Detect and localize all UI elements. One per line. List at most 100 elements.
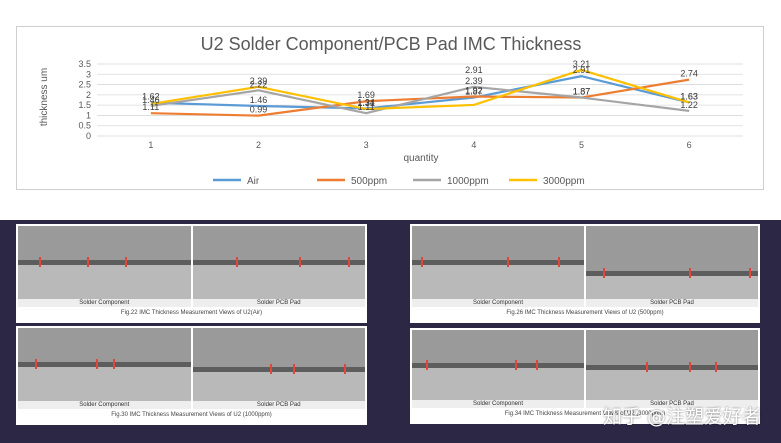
solder-component-micrograph: Solder Component xyxy=(412,226,584,307)
imc-layer xyxy=(192,260,365,266)
y-tick-label: 0 xyxy=(86,131,91,141)
measurement-marker xyxy=(299,257,302,268)
imc-layer xyxy=(192,366,365,372)
solder-component-caption: Solder Component xyxy=(412,400,584,408)
solder-component-micrograph: Solder Component xyxy=(18,226,191,307)
micrograph-top-region xyxy=(412,226,584,263)
solder-pcb-pad-caption: Solder PCB Pad xyxy=(586,400,758,408)
figure-caption: Fig.30 IMC Thickness Measurement Views o… xyxy=(111,412,272,418)
micrograph-section: Solder Component Solder PCB Pad Fig.22 IMC… xyxy=(0,220,781,443)
imc-layer xyxy=(412,260,584,266)
micrograph-panel: Solder Component Solder PCB Pad Fig.22 IMC… xyxy=(16,224,367,323)
measurement-marker xyxy=(506,257,509,268)
solder-pcb-pad-micrograph: Solder PCB Pad xyxy=(586,226,758,307)
x-tick-label: 4 xyxy=(471,140,476,150)
solder-component-caption: Solder Component xyxy=(18,401,191,409)
solder-pcb-pad-caption: Solder PCB Pad xyxy=(192,401,365,409)
measurement-marker xyxy=(235,257,238,268)
figure-caption: Fig.26 IMC Thickness Measurement Views o… xyxy=(506,310,664,316)
measurement-marker xyxy=(749,267,752,278)
measurement-marker xyxy=(420,257,423,268)
data-label: 2.39 xyxy=(250,76,268,86)
data-label: 3.21 xyxy=(573,59,591,69)
data-label: 1.46 xyxy=(142,95,160,105)
measurement-marker xyxy=(344,363,347,374)
measurement-marker xyxy=(112,359,115,370)
data-label: 1.34 xyxy=(357,97,375,107)
data-label: 2.39 xyxy=(465,76,483,86)
legend-label: 1000ppm xyxy=(447,176,489,187)
solder-pcb-pad-caption: Solder PCB Pad xyxy=(192,299,365,307)
micrograph-panel: Solder Component Solder PCB Pad Fig.34 IMC… xyxy=(410,328,760,424)
solder-component-caption: Solder Component xyxy=(412,299,584,307)
solder-pcb-pad-caption: Solder PCB Pad xyxy=(586,299,758,307)
y-tick-label: 3.5 xyxy=(78,59,91,69)
data-label: 2.22 xyxy=(250,79,268,89)
data-label: 1.46 xyxy=(250,95,268,105)
y-tick-label: 0.5 xyxy=(78,121,91,131)
micrograph-top-region xyxy=(412,330,584,366)
measurement-marker xyxy=(270,363,273,374)
measurement-marker xyxy=(515,360,518,371)
solder-component-micrograph: Solder Component xyxy=(412,330,584,408)
data-label: 1.87 xyxy=(465,87,483,97)
data-label: 1.11 xyxy=(142,102,159,112)
measurement-marker xyxy=(425,360,428,371)
y-axis-title: thickness um xyxy=(39,68,50,126)
data-label: 1.62 xyxy=(142,92,160,102)
y-tick-label: 1.5 xyxy=(78,100,91,110)
data-label: 1.87 xyxy=(573,87,591,97)
y-tick-label: 3 xyxy=(86,69,91,79)
micrograph-top-region xyxy=(18,226,191,263)
data-label: 2.91 xyxy=(573,65,591,75)
solder-component-micrograph: Solder Component xyxy=(18,328,191,409)
measurement-marker xyxy=(603,267,606,278)
series-line-air xyxy=(150,75,690,110)
data-label: 2.91 xyxy=(465,65,483,75)
micrograph-panel: Solder Component Solder PCB Pad Fig.30 IMC… xyxy=(16,326,367,425)
x-tick-label: 2 xyxy=(256,140,261,150)
y-tick-label: 1 xyxy=(86,110,91,120)
figure-caption: Fig.34 IMC Thickness Measurement Views o… xyxy=(504,411,666,417)
micrograph-top-region xyxy=(18,328,191,365)
watermark: 知乎 @注塑爱好者 xyxy=(602,406,761,428)
y-tick-label: 2.5 xyxy=(78,80,91,90)
y-tick-label: 2 xyxy=(86,90,91,100)
data-label: 0.99 xyxy=(250,105,268,115)
imc-layer xyxy=(18,260,191,266)
figure-caption: Fig.22 IMC Thickness Measurement Views o… xyxy=(120,310,263,316)
x-tick-label: 5 xyxy=(579,140,584,150)
measurement-marker xyxy=(124,257,127,268)
solder-pcb-pad-micrograph: Solder PCB Pad xyxy=(586,330,758,408)
x-tick-label: 1 xyxy=(148,140,153,150)
series-line-500ppm xyxy=(150,78,690,117)
measurement-marker xyxy=(292,363,295,374)
data-label: 2.74 xyxy=(680,69,698,79)
legend-label: 3000ppm xyxy=(543,176,585,187)
solder-component-caption: Solder Component xyxy=(18,299,191,307)
micrograph-panel: Solder Component Solder PCB Pad Fig.26 IMC… xyxy=(410,224,760,323)
series-line-1000ppm xyxy=(150,85,690,115)
data-label: 1.11 xyxy=(358,102,375,112)
measurement-marker xyxy=(715,362,717,373)
x-axis-title: quantity xyxy=(403,153,438,164)
micrograph-top-region xyxy=(586,330,758,368)
x-tick-label: 3 xyxy=(364,140,369,150)
measurement-marker xyxy=(35,359,38,370)
measurement-marker xyxy=(689,362,692,373)
measurement-marker xyxy=(558,257,561,268)
measurement-marker xyxy=(87,257,89,268)
micrograph-top-region xyxy=(192,328,365,369)
micrograph-top-region xyxy=(192,226,365,263)
imc-layer xyxy=(18,362,191,368)
chart-title: U2 Solder Component/PCB Pad IMC Thicknes… xyxy=(201,34,582,54)
measurement-marker xyxy=(95,359,98,370)
legend-label: Air xyxy=(247,176,260,187)
x-tick-label: 6 xyxy=(687,140,692,150)
measurement-marker xyxy=(535,360,538,371)
solder-pcb-pad-micrograph: Solder PCB Pad xyxy=(192,328,365,409)
data-label: 1.22 xyxy=(680,100,698,110)
solder-pcb-pad-micrograph: Solder PCB Pad xyxy=(192,226,365,307)
data-label: 1.31 xyxy=(357,98,375,108)
measurement-marker xyxy=(646,362,649,373)
